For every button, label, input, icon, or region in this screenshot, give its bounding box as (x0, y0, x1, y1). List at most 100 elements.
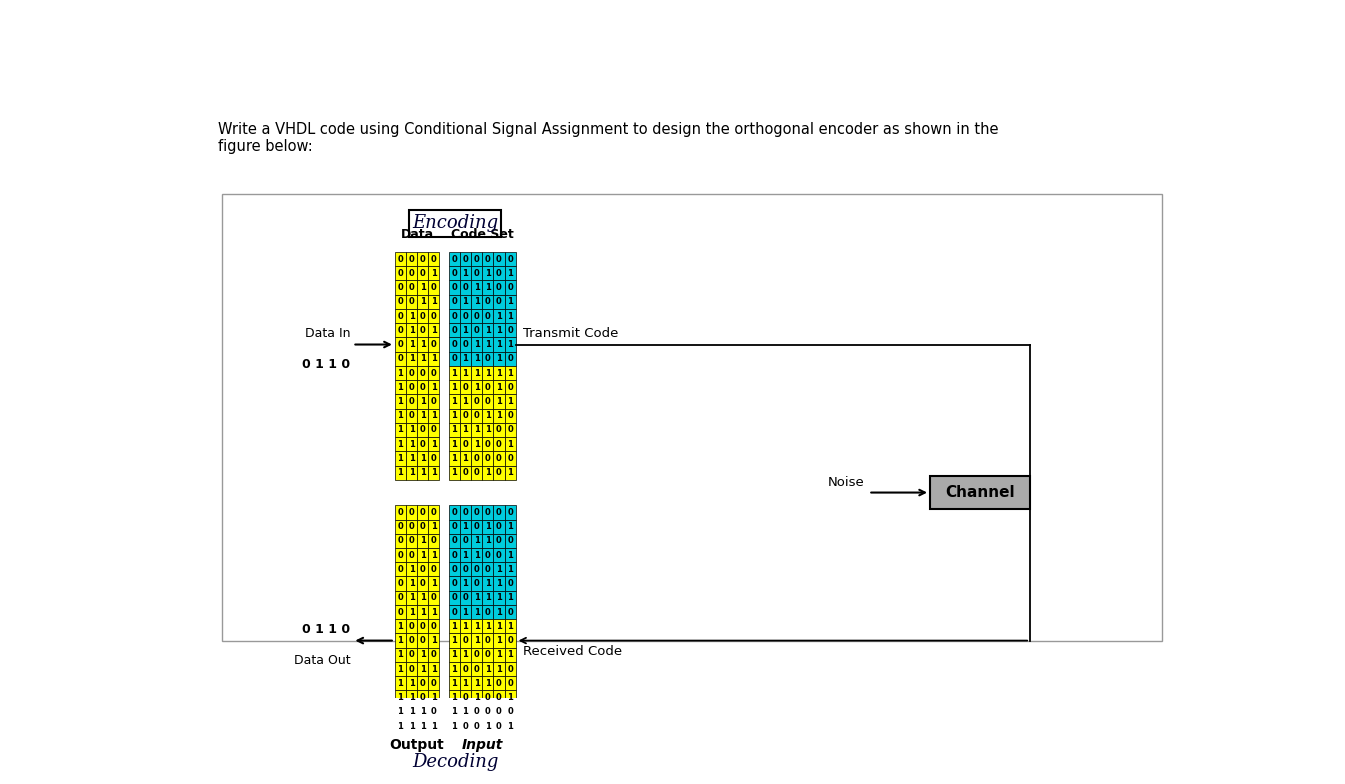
Bar (494, 252, 504, 267)
Bar (417, 437, 428, 452)
Bar (482, 605, 494, 619)
Text: 0: 0 (463, 255, 468, 263)
Bar (494, 466, 504, 480)
Bar (504, 562, 515, 576)
Text: 1: 1 (452, 622, 457, 631)
Bar (417, 295, 428, 309)
Bar (460, 380, 471, 394)
Bar (471, 281, 483, 295)
Text: 1: 1 (409, 593, 414, 602)
Bar (494, 380, 504, 394)
Text: 0: 0 (398, 297, 404, 307)
Bar (417, 520, 428, 534)
Bar (417, 423, 428, 437)
Bar (395, 452, 406, 466)
Text: 0: 0 (496, 269, 502, 278)
Bar (406, 295, 417, 309)
Text: 1: 1 (397, 665, 404, 673)
Bar (449, 380, 460, 394)
Bar (471, 590, 483, 605)
Bar (482, 633, 494, 648)
Bar (482, 576, 494, 590)
Bar (449, 423, 460, 437)
Text: 0: 0 (486, 354, 491, 363)
Text: 1: 1 (430, 354, 437, 363)
Text: 0: 0 (430, 593, 437, 602)
Bar (494, 719, 504, 733)
Bar (504, 423, 515, 437)
Text: 1: 1 (409, 679, 414, 688)
Text: 0: 0 (507, 679, 512, 688)
Bar (406, 576, 417, 590)
Text: 1: 1 (397, 440, 404, 448)
Text: 1: 1 (473, 426, 480, 434)
Bar (482, 352, 494, 366)
Bar (504, 408, 515, 423)
Bar (417, 394, 428, 408)
Text: 1: 1 (397, 651, 404, 659)
Text: 0: 0 (420, 693, 425, 702)
Bar (395, 590, 406, 605)
Bar (471, 633, 483, 648)
Text: Write a VHDL code using Conditional Signal Assignment to design the orthogonal e: Write a VHDL code using Conditional Sign… (218, 122, 998, 154)
Bar (494, 281, 504, 295)
Bar (406, 309, 417, 323)
Bar (449, 366, 460, 380)
Text: 0: 0 (486, 564, 491, 574)
Text: 1: 1 (420, 550, 425, 560)
Bar (395, 337, 406, 352)
Text: 0: 0 (452, 508, 457, 517)
Bar (222, 194, 1162, 641)
Bar (417, 633, 428, 648)
Text: 0: 0 (486, 311, 491, 321)
Bar (471, 323, 483, 337)
Text: 1: 1 (430, 468, 437, 477)
Text: 0: 0 (430, 454, 437, 463)
Text: 1: 1 (484, 368, 491, 378)
Bar (460, 505, 471, 520)
Text: 0: 0 (473, 707, 479, 717)
Text: 0: 0 (398, 579, 404, 588)
Bar (449, 534, 460, 548)
Text: 0: 0 (398, 564, 404, 574)
Text: 1: 1 (463, 454, 468, 463)
Bar (504, 437, 515, 452)
Text: 1: 1 (473, 608, 480, 616)
Text: 1: 1 (507, 622, 512, 631)
Bar (460, 423, 471, 437)
Text: 1: 1 (496, 636, 502, 645)
Text: 0: 0 (452, 326, 457, 335)
Bar (504, 366, 515, 380)
Text: 0: 0 (420, 522, 425, 531)
Bar (406, 366, 417, 380)
Text: 1: 1 (409, 468, 414, 477)
Bar (449, 648, 460, 662)
Text: 1: 1 (452, 368, 457, 378)
Bar (395, 562, 406, 576)
Text: 1: 1 (397, 454, 404, 463)
Bar (449, 408, 460, 423)
Bar (460, 394, 471, 408)
Bar (471, 394, 483, 408)
Text: 1: 1 (463, 651, 468, 659)
Text: 1: 1 (430, 579, 437, 588)
Bar (449, 337, 460, 352)
Text: 1: 1 (409, 579, 414, 588)
Bar (449, 437, 460, 452)
Bar (471, 423, 483, 437)
Text: 1: 1 (430, 721, 437, 731)
Text: Data In: Data In (304, 327, 350, 340)
Bar (395, 323, 406, 337)
Text: Transmit Code: Transmit Code (523, 327, 619, 340)
Text: 1: 1 (496, 622, 502, 631)
Bar (460, 295, 471, 309)
Text: 1: 1 (484, 679, 491, 688)
Text: 0: 0 (463, 721, 468, 731)
Bar (395, 534, 406, 548)
Bar (395, 380, 406, 394)
Text: 1: 1 (507, 564, 512, 574)
Text: 1: 1 (496, 665, 502, 673)
Bar (471, 676, 483, 691)
Text: 0: 0 (496, 454, 502, 463)
Text: 1: 1 (473, 636, 480, 645)
